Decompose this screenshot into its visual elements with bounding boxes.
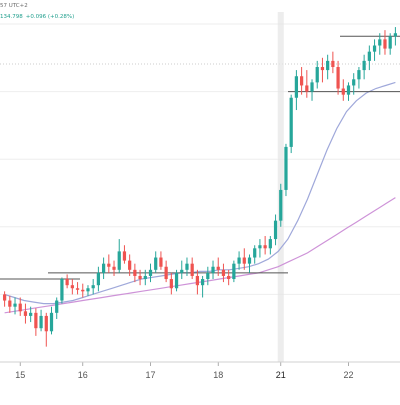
candle-body <box>268 239 272 249</box>
candle-body <box>39 315 43 329</box>
candle-body <box>378 39 382 46</box>
candle-body <box>320 67 325 71</box>
candle-body <box>143 275 147 280</box>
header-price: 134.798 +0.096 (+0.28%) <box>0 14 74 20</box>
ma-fast-line <box>4 81 396 305</box>
candle-body <box>383 39 387 49</box>
x-tick-label: 16 <box>78 370 88 380</box>
candle-body <box>112 266 116 270</box>
candle-body <box>18 303 22 312</box>
candle-body <box>253 248 257 258</box>
candle-body <box>247 257 252 264</box>
candle-body <box>211 266 215 273</box>
candle-body <box>279 189 283 221</box>
candle-body <box>96 272 101 286</box>
x-tick-label: 18 <box>213 370 223 380</box>
candle-body <box>227 275 231 280</box>
candle-body <box>357 70 361 80</box>
candle-body <box>346 85 351 95</box>
candle-body <box>107 263 111 267</box>
candle-body <box>8 300 12 307</box>
candle-body <box>393 33 398 37</box>
candle-body <box>23 311 28 316</box>
candle-body <box>289 97 293 147</box>
candle-body <box>55 300 59 313</box>
candle-body <box>242 257 246 264</box>
candle-body <box>232 263 236 280</box>
candle-body <box>310 82 314 92</box>
candle-body <box>388 36 392 49</box>
candle-body <box>128 260 132 270</box>
candle-body <box>159 257 163 267</box>
candle-body <box>81 289 85 292</box>
candle-body <box>326 60 330 71</box>
candle-body <box>185 263 189 270</box>
candle-body <box>195 275 200 286</box>
x-tick-label: 21 <box>276 370 286 380</box>
candle-body <box>65 279 69 286</box>
candle-body <box>70 285 74 289</box>
candle-body <box>362 60 366 71</box>
candle-body <box>331 60 335 68</box>
candle-body <box>29 312 33 316</box>
candle-body <box>101 263 106 273</box>
candle-body <box>367 51 371 61</box>
candle-body <box>60 279 64 301</box>
candle-body <box>336 67 340 89</box>
candle-body <box>263 245 267 249</box>
candle-body <box>169 279 173 289</box>
candle-body <box>190 263 194 276</box>
candle-body <box>138 275 142 280</box>
timestamp-text: 57 UTC+2 <box>0 3 28 9</box>
candle-body <box>13 303 17 307</box>
candle-body <box>180 269 184 273</box>
candle-body <box>221 269 226 276</box>
candle-body <box>273 220 278 240</box>
candle-body <box>44 315 48 332</box>
x-tick-label: 17 <box>145 370 155 380</box>
candle-body <box>75 288 80 290</box>
candle-body <box>258 245 262 249</box>
candle-body <box>206 272 210 280</box>
candle-body <box>284 146 288 190</box>
candle-body <box>49 312 54 332</box>
ma-slow-line <box>4 197 396 314</box>
candle-body <box>91 285 95 289</box>
candle-body <box>2 294 7 301</box>
price-change: +0.096 (+0.28%) <box>25 14 75 20</box>
candle-body <box>200 279 205 286</box>
candle-body <box>117 251 121 270</box>
candle-body <box>352 79 356 86</box>
candle-body <box>294 76 299 98</box>
candle-body <box>34 312 38 329</box>
candle-body <box>305 85 309 92</box>
header-info: 57 UTC+2 <box>0 3 28 9</box>
candle-body <box>299 76 304 86</box>
candle-body <box>164 266 168 280</box>
candle-body <box>154 257 158 270</box>
candle-body <box>86 288 90 292</box>
candle-body <box>122 251 127 261</box>
last-price: 134.798 <box>0 14 23 20</box>
candle-body <box>372 45 377 52</box>
candle-body <box>341 88 345 95</box>
candle-body <box>315 67 319 83</box>
candle-body <box>237 257 241 264</box>
x-tick-label: 15 <box>15 370 25 380</box>
candle-body <box>133 269 137 276</box>
x-tick-label: 22 <box>343 370 353 380</box>
candle-body <box>174 272 179 289</box>
candle-body <box>216 266 220 270</box>
candle-body <box>148 269 153 276</box>
